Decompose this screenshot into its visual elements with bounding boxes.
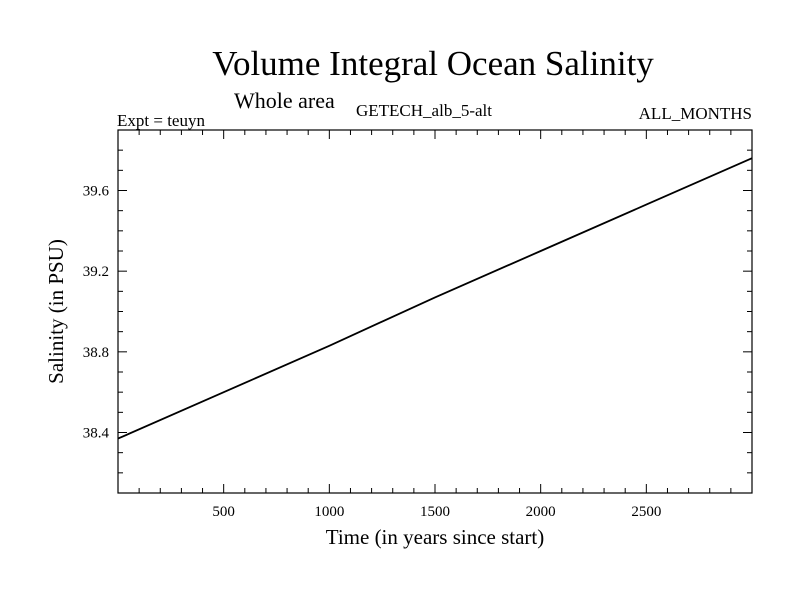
x-tick-label: 2500 <box>631 504 661 520</box>
y-tick-label: 38.4 <box>83 426 110 442</box>
y-tick-label: 39.2 <box>83 264 109 280</box>
y-axis-label: Salinity (in PSU) <box>44 239 68 384</box>
y-tick-label: 39.6 <box>83 184 110 200</box>
x-tick-label: 1500 <box>420 504 450 520</box>
plot-frame <box>117 129 753 494</box>
chart-title: Volume Integral Ocean Salinity <box>212 44 654 83</box>
experiment-label: Expt = teuyn <box>117 111 205 130</box>
x-axis-label: Time (in years since start) <box>326 525 545 549</box>
x-tick-label: 2000 <box>526 504 556 520</box>
run-name-label: GETECH_alb_5-alt <box>356 101 492 120</box>
y-tick-label: 38.8 <box>83 345 109 361</box>
x-tick-label: 1000 <box>314 504 344 520</box>
salinity-series-line <box>117 157 753 440</box>
chart-subtitle: Whole area <box>234 88 335 113</box>
period-label: ALL_MONTHS <box>638 104 752 123</box>
x-tick-label: 500 <box>212 504 235 520</box>
